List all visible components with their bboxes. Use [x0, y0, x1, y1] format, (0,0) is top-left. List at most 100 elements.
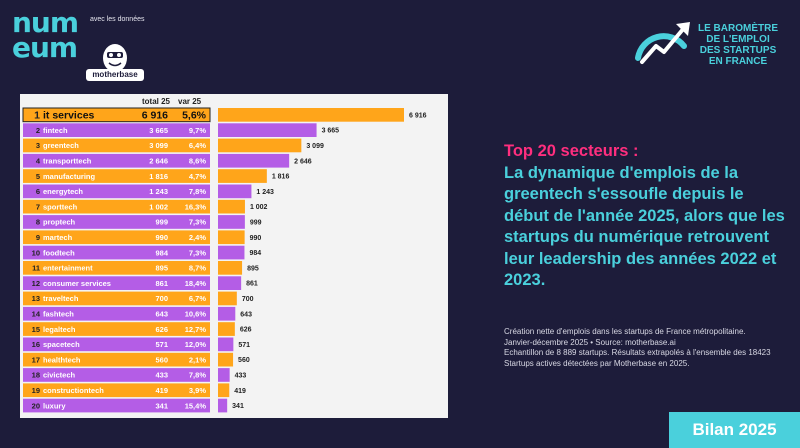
sector-label: proptech — [43, 218, 76, 227]
total-label: 700 — [155, 294, 168, 303]
total-label: 433 — [155, 371, 168, 380]
bar — [218, 368, 230, 382]
bar — [218, 138, 302, 153]
barometer-growth-icon — [635, 22, 690, 64]
sector-label: foodtech — [43, 248, 75, 257]
bar — [218, 184, 252, 199]
rank-label: 10 — [32, 248, 40, 257]
sector-label: healthtech — [43, 355, 81, 364]
bar-value-label: 626 — [240, 327, 252, 334]
sector-label: fintech — [43, 126, 68, 135]
headline: Top 20 secteurs : La dynamique d'emplois… — [504, 141, 790, 292]
source-notes: Création nette d'emplois dans les startu… — [504, 327, 784, 369]
bar — [218, 169, 267, 183]
var-label: 7,8% — [189, 187, 206, 196]
bar — [218, 123, 317, 137]
rank-label: 11 — [32, 264, 40, 273]
var-label: 7,8% — [189, 371, 206, 380]
table-row — [23, 306, 210, 321]
var-label: 6,7% — [189, 294, 206, 303]
sector-label: it services — [43, 110, 95, 122]
bar-value-label: 6 916 — [409, 112, 427, 119]
bar — [218, 383, 230, 398]
numeum-logo-line-1: num — [12, 6, 79, 39]
bar — [218, 337, 234, 352]
bar-value-label: 990 — [250, 235, 262, 242]
sector-bar-chart: total 25 var 25 1 it services 6 916 5,6% 6 9… — [22, 97, 427, 413]
total-label: 2 646 — [149, 156, 168, 165]
total-label: 1 816 — [149, 172, 168, 181]
total-label: 419 — [155, 386, 168, 395]
total-label: 341 — [155, 401, 168, 410]
rank-label: 12 — [32, 279, 40, 288]
sector-label: luxury — [43, 401, 66, 410]
table-row — [23, 199, 210, 214]
sector-label: constructiontech — [43, 386, 104, 395]
bar-value-label: 3 665 — [322, 128, 340, 135]
table-row — [23, 215, 210, 229]
column-header-total: total 25 — [142, 97, 171, 106]
var-label: 2,4% — [189, 233, 206, 242]
notes-sample: Echantillon de 8 889 startups. Résultats… — [504, 348, 771, 368]
var-label: 10,6% — [185, 309, 207, 318]
sector-label: manufacturing — [43, 172, 96, 181]
table-row — [23, 398, 210, 413]
bar-value-label: 1 243 — [256, 189, 274, 196]
var-label: 12,7% — [185, 325, 207, 334]
bar-value-label: 433 — [235, 372, 247, 379]
var-label: 5,6% — [182, 110, 207, 122]
bar — [218, 245, 245, 260]
bar — [218, 153, 290, 168]
bar-value-label: 560 — [238, 357, 250, 364]
total-label: 571 — [155, 340, 168, 349]
bar — [218, 215, 245, 229]
table-row — [23, 352, 210, 367]
total-label: 560 — [155, 355, 168, 364]
bar-value-label: 999 — [250, 219, 262, 226]
total-label: 1 002 — [149, 202, 168, 211]
bar — [218, 108, 404, 122]
partner-prefix: avec les données — [90, 16, 145, 23]
bar-value-label: 341 — [232, 403, 244, 410]
bar — [218, 291, 237, 306]
rank-label: 9 — [36, 233, 40, 242]
sector-label: sporttech — [43, 202, 78, 211]
table-row — [23, 383, 210, 398]
var-label: 6,4% — [189, 141, 206, 150]
var-label: 16,3% — [185, 202, 207, 211]
column-header-var: var 25 — [178, 97, 202, 106]
total-label: 3 099 — [149, 141, 168, 150]
total-label: 990 — [155, 233, 168, 242]
bar-value-label: 3 099 — [306, 143, 324, 150]
notes-period: Janvier-décembre 2025 • Source: motherba… — [504, 337, 676, 347]
rank-label: 14 — [32, 309, 41, 318]
sector-label: transporttech — [43, 156, 92, 165]
barometer-line-3: DES STARTUPS — [699, 45, 777, 56]
rank-label: 16 — [32, 340, 40, 349]
sector-label: fashtech — [43, 309, 74, 318]
table-row — [23, 138, 210, 153]
var-label: 18,4% — [185, 279, 207, 288]
table-row — [23, 184, 210, 199]
total-label: 643 — [155, 309, 168, 318]
table-row — [23, 291, 210, 306]
sector-label: greentech — [43, 141, 79, 150]
bar — [218, 261, 243, 275]
rank-label: 6 — [36, 187, 40, 196]
table-row — [23, 230, 210, 245]
sector-label: traveltech — [43, 294, 79, 303]
bar-value-label: 2 646 — [294, 158, 312, 165]
total-label: 1 243 — [149, 187, 168, 196]
rank-label: 8 — [36, 218, 40, 227]
sector-label: energytech — [43, 187, 83, 196]
bar-value-label: 643 — [240, 311, 252, 318]
bar-value-label: 984 — [249, 250, 261, 257]
bar — [218, 306, 236, 321]
rank-label: 15 — [32, 325, 40, 334]
rank-label: 4 — [36, 156, 41, 165]
bar-value-label: 1 002 — [250, 204, 268, 211]
bar-value-label: 861 — [246, 281, 258, 288]
rank-label: 17 — [32, 355, 40, 364]
var-label: 8,7% — [189, 264, 206, 273]
table-row — [23, 245, 210, 260]
